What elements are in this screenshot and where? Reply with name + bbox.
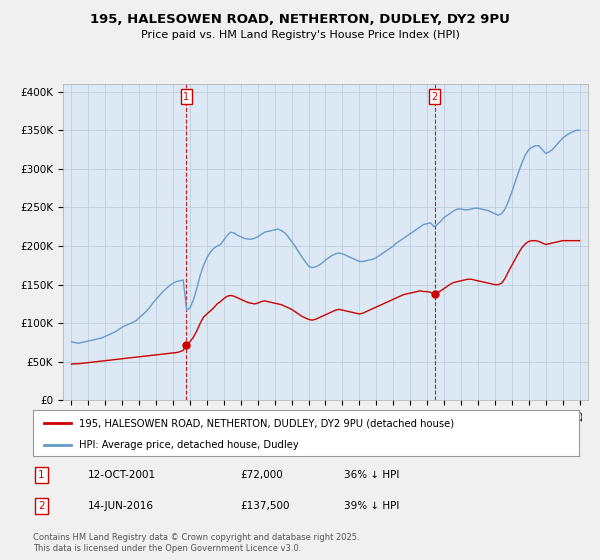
Text: 14-JUN-2016: 14-JUN-2016 xyxy=(88,501,154,511)
Text: £72,000: £72,000 xyxy=(241,470,283,480)
Text: 195, HALESOWEN ROAD, NETHERTON, DUDLEY, DY2 9PU: 195, HALESOWEN ROAD, NETHERTON, DUDLEY, … xyxy=(90,13,510,26)
Text: 2: 2 xyxy=(431,92,438,102)
Text: 36% ↓ HPI: 36% ↓ HPI xyxy=(344,470,400,480)
Text: HPI: Average price, detached house, Dudley: HPI: Average price, detached house, Dudl… xyxy=(79,440,299,450)
Text: 12-OCT-2001: 12-OCT-2001 xyxy=(88,470,156,480)
Text: Contains HM Land Registry data © Crown copyright and database right 2025.
This d: Contains HM Land Registry data © Crown c… xyxy=(33,533,359,553)
Text: 2: 2 xyxy=(38,501,44,511)
Text: Price paid vs. HM Land Registry's House Price Index (HPI): Price paid vs. HM Land Registry's House … xyxy=(140,30,460,40)
Text: 195, HALESOWEN ROAD, NETHERTON, DUDLEY, DY2 9PU (detached house): 195, HALESOWEN ROAD, NETHERTON, DUDLEY, … xyxy=(79,418,455,428)
Text: 1: 1 xyxy=(184,92,190,102)
Text: £137,500: £137,500 xyxy=(241,501,290,511)
Text: 1: 1 xyxy=(38,470,44,480)
Text: 39% ↓ HPI: 39% ↓ HPI xyxy=(344,501,400,511)
